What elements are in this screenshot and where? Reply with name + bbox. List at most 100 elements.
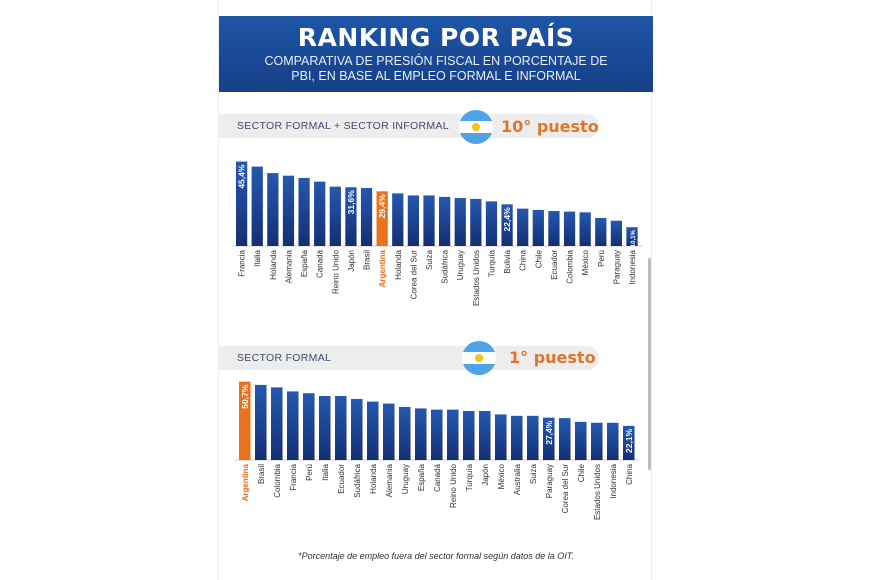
category-label: Japón	[481, 464, 490, 486]
category-label: Colombia	[273, 463, 282, 497]
category-label: México	[581, 249, 590, 275]
bar	[303, 393, 315, 460]
bar	[626, 227, 638, 246]
category-label: Uruguay	[456, 250, 465, 280]
header-banner: RANKING POR PAÍS COMPARATIVA DE PRESIÓN …	[219, 16, 653, 92]
bar	[407, 195, 420, 246]
category-label: Suiza	[425, 249, 434, 270]
category-label: México	[497, 463, 506, 489]
bar	[501, 204, 513, 246]
category-label: Paraguay	[545, 464, 554, 498]
data-label: 22,1%	[624, 428, 634, 453]
category-label: Australia	[513, 463, 522, 495]
category-label: Perú	[597, 250, 606, 267]
bar	[376, 191, 388, 246]
bar	[532, 209, 544, 246]
bar	[314, 181, 326, 246]
category-label: Alemania	[385, 463, 394, 497]
bar	[607, 422, 619, 460]
footnote: *Porcentaje de empleo fuera del sector f…	[298, 551, 574, 561]
bar	[495, 414, 507, 460]
bar	[319, 396, 331, 460]
bar	[447, 409, 459, 460]
category-label: Ecuador	[337, 464, 346, 494]
bar	[329, 186, 341, 246]
scrollbar[interactable]	[648, 258, 651, 470]
category-label: China	[625, 463, 634, 484]
rank-label: 10° puesto	[501, 117, 599, 136]
bar	[423, 195, 435, 246]
bar	[470, 198, 482, 246]
bar-chart-formal: Argentina 50,7% Brasil Colombia Francia Perú I…	[235, 381, 639, 520]
infographic-card: RANKING POR PAÍS COMPARATIVA DE PRESIÓN …	[218, 0, 653, 580]
category-label: Alemania	[284, 249, 293, 283]
bar	[527, 415, 539, 460]
category-label: Brasil	[363, 250, 372, 270]
category-label: Chile	[577, 463, 586, 482]
category-label: España	[300, 249, 309, 277]
category-label: Reino Unido	[449, 463, 458, 508]
category-label: Turquía	[487, 249, 496, 277]
bar	[287, 391, 299, 460]
category-label: Japón	[347, 250, 356, 272]
section-pill-formal: SECTOR FORMAL	[219, 346, 599, 370]
category-label: Holanda	[269, 249, 278, 279]
bar	[454, 198, 466, 246]
bar	[511, 415, 523, 460]
bar-chart-formal-informal: Francia 45,4% Italia Holanda Alemania España C…	[232, 161, 642, 306]
section-title: SECTOR FORMAL	[237, 352, 332, 364]
category-label: Argentina	[241, 463, 250, 501]
bar	[479, 411, 491, 460]
bar	[271, 387, 283, 460]
category-label: Estados Unidos	[472, 250, 481, 306]
bar	[563, 211, 576, 246]
bar	[575, 421, 587, 460]
category-label: Indonesia	[609, 463, 618, 498]
category-label: Paraguay	[612, 250, 621, 284]
category-label: Suiza	[529, 463, 538, 484]
data-label: 27,4%	[544, 420, 554, 445]
category-label: Francia	[238, 249, 247, 276]
bar	[591, 422, 603, 460]
bar	[399, 407, 411, 460]
category-label: Argentina	[378, 249, 387, 287]
bar	[360, 187, 373, 246]
category-label: Canadá	[433, 463, 442, 492]
argentina-flag-icon	[459, 110, 493, 144]
category-label: Canadá	[316, 249, 325, 278]
bar	[383, 403, 395, 460]
page-title: RANKING POR PAÍS	[297, 23, 575, 52]
bar	[267, 173, 279, 246]
bar	[559, 418, 571, 460]
category-label: Holanda	[369, 463, 378, 493]
bar	[610, 220, 623, 246]
bar	[623, 425, 635, 460]
bar	[543, 417, 555, 460]
category-label: Indonesia	[628, 249, 637, 284]
category-label: Italia	[253, 249, 262, 266]
bar	[517, 208, 529, 246]
bar	[595, 217, 607, 246]
bar	[548, 211, 560, 246]
bar	[239, 381, 251, 460]
bar	[335, 396, 347, 460]
bar	[367, 401, 379, 460]
bar	[236, 161, 248, 246]
bar	[351, 398, 363, 460]
bar	[485, 201, 498, 246]
category-label: Sudáfrica	[353, 463, 362, 497]
section-title: SECTOR FORMAL + SECTOR INFORMAL	[237, 120, 449, 132]
bar	[415, 408, 427, 460]
category-label: Francia	[289, 463, 298, 490]
bar	[431, 409, 443, 460]
category-label: Ecuador	[550, 250, 559, 280]
section-pill-formal-informal: SECTOR FORMAL + SECTOR INFORMAL	[219, 114, 599, 138]
category-label: Holanda	[394, 249, 403, 279]
data-label: 50,7%	[240, 384, 250, 409]
bar	[255, 384, 267, 460]
argentina-flag-icon	[462, 341, 496, 375]
category-label: Bolivia	[503, 249, 512, 273]
page-subtitle: COMPARATIVA DE PRESIÓN FISCAL EN PORCENT…	[264, 54, 608, 83]
category-label: Italia	[321, 463, 330, 480]
category-label: China	[519, 249, 528, 270]
